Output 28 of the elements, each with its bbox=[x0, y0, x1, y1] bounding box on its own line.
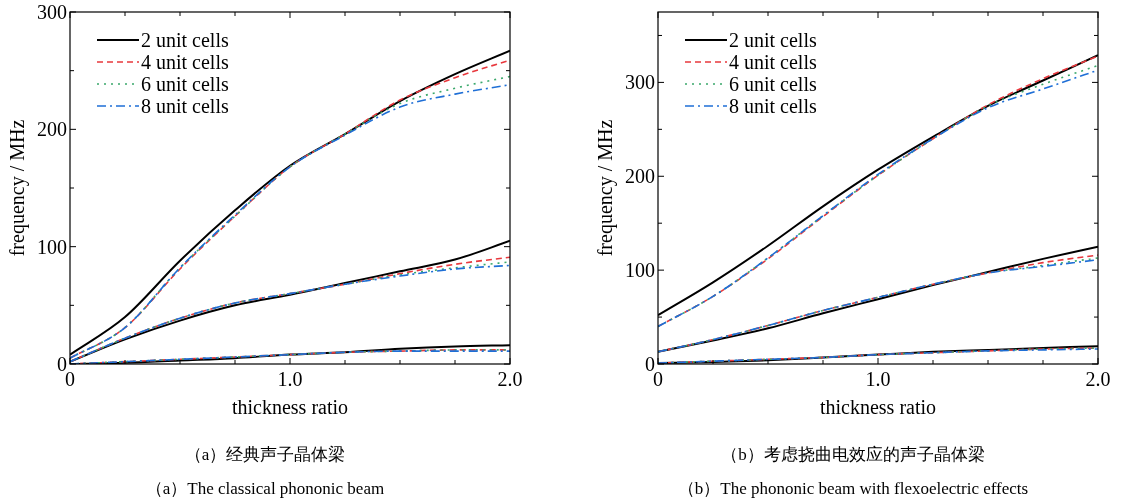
x-tick-label: 1.0 bbox=[277, 368, 303, 390]
y-tick-label: 300 bbox=[625, 71, 655, 94]
y-tick-label: 200 bbox=[37, 118, 67, 141]
legend-label: 8 unit cells bbox=[729, 95, 817, 117]
legend-label: 2 unit cells bbox=[729, 29, 817, 51]
legend-label: 4 unit cells bbox=[729, 51, 817, 73]
text: （a）The classical phononic beam bbox=[145, 479, 385, 498]
x-axis-title: thickness ratio bbox=[819, 396, 937, 418]
legend-label: 6 unit cells bbox=[141, 73, 229, 95]
x-tick-label: 2.0 bbox=[497, 368, 523, 390]
legend-label: 8 unit cells bbox=[141, 95, 229, 117]
y-tick-label: 0 bbox=[645, 353, 655, 375]
x-tick-label: 1.0 bbox=[865, 368, 891, 390]
y-tick-label: 200 bbox=[625, 165, 655, 188]
x-axis-title: thickness ratio bbox=[231, 396, 349, 418]
text: （b）The phononic beam with flexoelectric effects bbox=[677, 479, 1029, 498]
y-tick-label: 0 bbox=[57, 353, 67, 375]
legend-label: 4 unit cells bbox=[141, 51, 229, 73]
legend-label: 6 unit cells bbox=[729, 73, 817, 95]
x-tick-label: 2.0 bbox=[1085, 368, 1111, 390]
y-tick-label: 100 bbox=[625, 259, 655, 282]
y-tick-label: 100 bbox=[37, 235, 67, 258]
text: （b）考虑挠曲电效应的声子晶体梁 bbox=[721, 445, 985, 464]
y-axis-title: frequency / MHz bbox=[594, 119, 617, 257]
y-axis-title: frequency / MHz bbox=[6, 119, 29, 257]
legend-label: 2 unit cells bbox=[141, 29, 229, 51]
y-tick-label: 300 bbox=[37, 1, 67, 23]
text: （a）经典声子晶体梁 bbox=[184, 445, 346, 464]
